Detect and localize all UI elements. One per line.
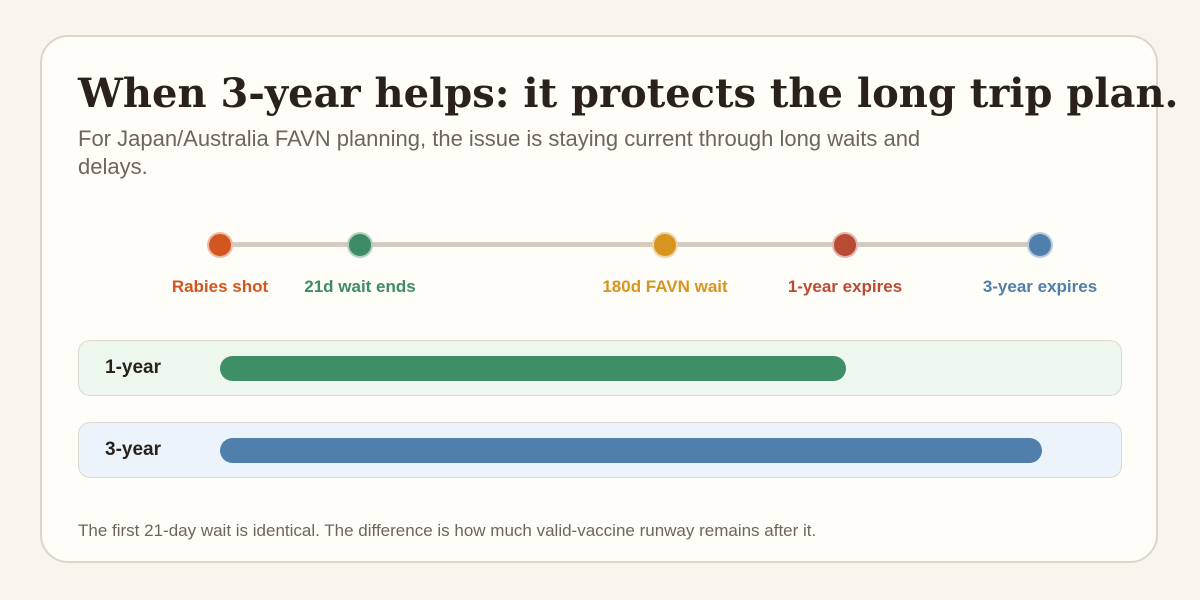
favn-180d-marker xyxy=(652,232,678,258)
expires-3y-label: 3-year expires xyxy=(982,277,1098,296)
rabies-shot-label: Rabies shot xyxy=(171,277,269,296)
expires-1y-marker xyxy=(832,232,858,258)
expires-1y-label: 1-year expires xyxy=(787,277,903,296)
band-3-year-label: 3-year xyxy=(105,439,161,460)
band-3-year-bar xyxy=(220,438,1042,463)
band-1-year-label: 1-year xyxy=(105,357,161,378)
band-1-year-bar xyxy=(220,356,846,381)
wait-21d-label: 21d wait ends xyxy=(304,277,416,296)
timeline-track xyxy=(220,242,1040,247)
band-3-year: 3-year xyxy=(78,422,1122,478)
footnote: The first 21-day wait is identical. The … xyxy=(78,521,817,540)
band-1-year: 1-year xyxy=(78,340,1122,396)
page-title: When 3-year helps: it protects the long … xyxy=(78,70,1179,117)
rabies-shot-marker xyxy=(207,232,233,258)
favn-180d-label: 180d FAVN wait xyxy=(602,277,728,296)
page-subtitle: For Japan/Australia FAVN planning, the i… xyxy=(78,126,921,179)
wait-21d-marker xyxy=(347,232,373,258)
expires-3y-marker xyxy=(1027,232,1053,258)
